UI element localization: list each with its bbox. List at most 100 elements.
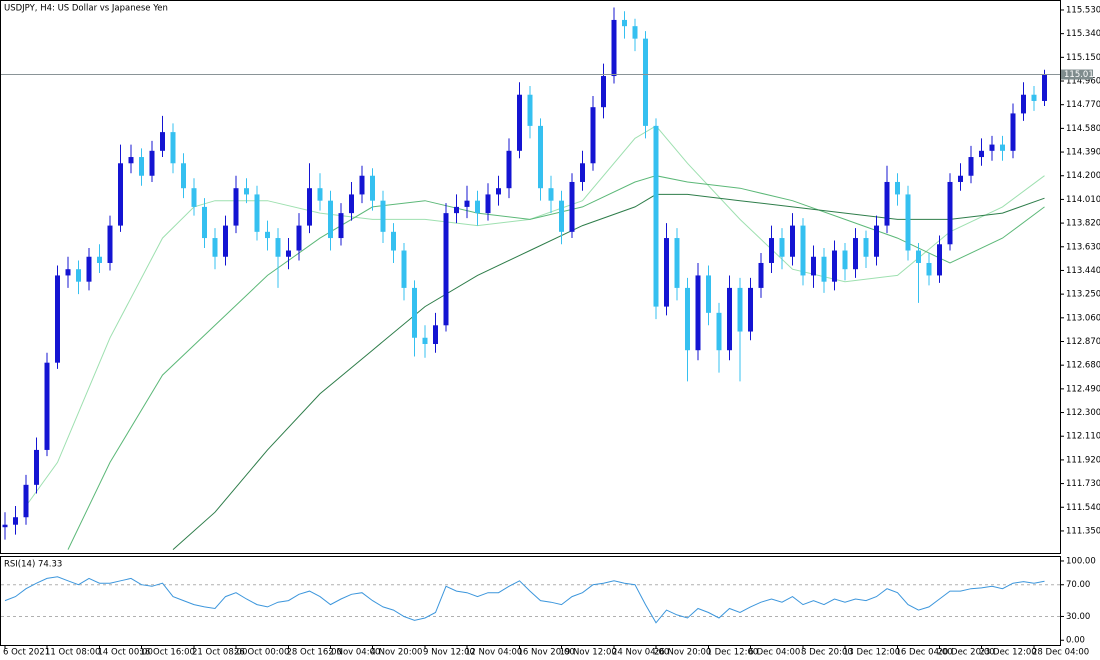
- rsi-title: RSI(14) 74.33: [4, 560, 62, 570]
- candle-body: [979, 150, 984, 158]
- last-price-label: 115.012: [1064, 70, 1099, 80]
- candle-body: [76, 269, 81, 282]
- x-tick-label: 20 Dec 20:00: [938, 648, 995, 658]
- x-tick-label: 26 Oct 00:00: [234, 648, 289, 658]
- rsi-line: [4, 576, 1045, 624]
- rsi-y-tick-label: 100.00: [1066, 556, 1096, 566]
- candle-body: [1031, 94, 1037, 101]
- candle-body: [55, 275, 60, 363]
- candle-body: [265, 231, 270, 239]
- candle-body: [412, 287, 417, 338]
- last-price-box: [1061, 69, 1093, 80]
- y-tick-label: 112.490: [1066, 384, 1100, 394]
- x-tick-label: 9 Nov 12:00: [423, 648, 475, 658]
- candle-body: [475, 200, 480, 214]
- candle-body: [601, 76, 606, 108]
- rsi-panel: [0, 556, 1061, 646]
- chart-title: USDJPY, H4: US Dollar vs Japanese Yen: [4, 4, 168, 14]
- candle-body: [643, 38, 648, 126]
- candle-body: [34, 449, 39, 485]
- main-panel: [0, 0, 1061, 554]
- candle-body: [580, 163, 585, 182]
- candle-body: [968, 157, 974, 176]
- candle-body: [2, 524, 8, 528]
- candle-body: [359, 175, 365, 195]
- candle-body: [590, 107, 596, 164]
- x-tick-label: 24 Nov 04:00: [612, 648, 669, 658]
- x-tick-label: 11 Oct 08:00: [45, 648, 100, 658]
- y-tick-label: 112.870: [1066, 337, 1100, 347]
- candle-body: [338, 213, 344, 239]
- candle-body: [454, 206, 459, 214]
- candle-body: [758, 262, 764, 288]
- candle-body: [496, 188, 501, 195]
- candle-body: [632, 26, 638, 39]
- y-tick-label: 114.580: [1066, 124, 1100, 134]
- rsi-y-tick-label: 0.00: [1066, 636, 1085, 646]
- x-tick-label: 13 Dec 12:00: [843, 648, 900, 658]
- x-tick-label: 21 Oct 08:00: [192, 648, 247, 658]
- y-tick-label: 113.250: [1066, 290, 1100, 300]
- x-tick-label: 6 Dec 04:00: [749, 648, 801, 658]
- candle-body: [118, 163, 123, 226]
- candle-body: [97, 256, 102, 263]
- candle-body: [317, 188, 323, 201]
- candle-body: [1021, 94, 1026, 114]
- candle-body: [380, 200, 386, 232]
- x-tick-label: 4 Nov 20:00: [371, 648, 423, 658]
- x-tick-label: 23 Dec 12:00: [980, 648, 1037, 658]
- x-tick-label: 19 Nov 12:00: [560, 648, 617, 658]
- candle-body: [1000, 144, 1005, 151]
- y-tick-label: 114.390: [1066, 148, 1100, 158]
- candle-body: [926, 262, 932, 276]
- candle-body: [916, 250, 921, 263]
- candle-body: [569, 181, 575, 232]
- candle-body: [391, 231, 396, 251]
- candle-body: [695, 275, 701, 351]
- y-tick-label: 113.630: [1066, 242, 1100, 252]
- candle-body: [1010, 113, 1016, 151]
- candle-body: [286, 250, 291, 257]
- candle-body: [716, 312, 722, 351]
- candle-body: [349, 194, 354, 214]
- candle-body: [433, 325, 438, 344]
- candle-body: [223, 225, 228, 257]
- candle-body: [181, 163, 186, 189]
- candle-body: [811, 256, 816, 276]
- candle-body: [611, 19, 617, 77]
- candle-body: [821, 256, 827, 282]
- rsi-y-tick-label: 70.00: [1066, 580, 1090, 590]
- candle-body: [149, 150, 155, 176]
- candle-body: [622, 19, 627, 27]
- y-tick-label: 114.770: [1066, 100, 1100, 110]
- candle-body: [832, 250, 837, 282]
- candle-body: [13, 517, 18, 525]
- candle-body: [527, 94, 533, 126]
- x-tick-label: 18 Oct 16:00: [140, 648, 195, 658]
- candle-body: [674, 238, 680, 288]
- y-tick-label: 111.350: [1066, 526, 1100, 536]
- candle-body: [863, 238, 869, 257]
- y-tick-label: 113.820: [1066, 219, 1100, 229]
- candle-body: [275, 238, 281, 257]
- candle-body: [191, 188, 197, 207]
- candle-body: [23, 484, 29, 518]
- candle-body: [422, 337, 428, 344]
- x-tick-label: 8 Dec 20:00: [801, 648, 853, 658]
- plot-layer: 115.530 115.340 115.150 114.960 114.770 114.5…: [1, 5, 1100, 658]
- candle-body: [160, 132, 165, 151]
- candle-body: [485, 194, 491, 214]
- candle-body: [464, 200, 470, 207]
- candle-body: [653, 125, 659, 307]
- x-tick-label: 1 Dec 12:00: [707, 648, 759, 658]
- y-tick-label: 111.730: [1066, 479, 1100, 489]
- candle-body: [538, 125, 543, 189]
- x-tick-label: 16 Nov 20:00: [518, 648, 575, 658]
- y-tick-label: 115.340: [1066, 29, 1100, 39]
- rsi-y-tick-label: 30.00: [1066, 612, 1090, 622]
- candle-body: [937, 244, 942, 276]
- x-tick-label: 28 Oct 16:00: [287, 648, 342, 658]
- candle-body: [664, 238, 669, 307]
- candle-body: [874, 225, 879, 257]
- candle-body: [307, 188, 312, 226]
